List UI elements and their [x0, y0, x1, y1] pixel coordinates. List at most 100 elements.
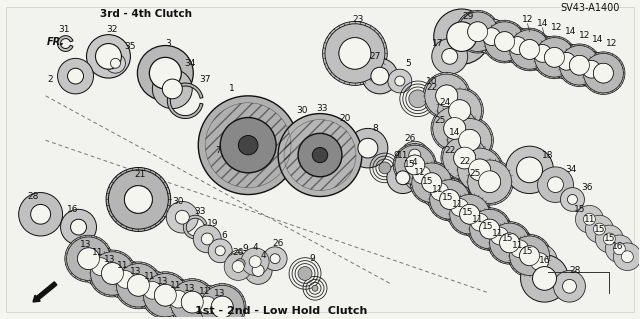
Circle shape	[500, 233, 520, 253]
Text: 15: 15	[502, 234, 513, 243]
Text: 20: 20	[339, 114, 351, 123]
Text: 34: 34	[184, 59, 196, 68]
Circle shape	[95, 44, 122, 69]
Wedge shape	[58, 36, 73, 51]
Circle shape	[409, 90, 427, 108]
Circle shape	[604, 233, 615, 245]
Circle shape	[582, 60, 600, 78]
Circle shape	[584, 213, 595, 225]
Circle shape	[442, 48, 458, 64]
Circle shape	[440, 189, 460, 209]
Circle shape	[466, 158, 513, 205]
Text: 10: 10	[426, 77, 438, 85]
Text: 15: 15	[594, 225, 605, 234]
Circle shape	[470, 209, 509, 249]
Circle shape	[593, 63, 613, 83]
Text: 12: 12	[605, 39, 617, 48]
Circle shape	[138, 46, 193, 101]
Circle shape	[483, 20, 526, 63]
Circle shape	[520, 255, 568, 302]
Text: 33: 33	[195, 207, 206, 216]
Text: 15: 15	[422, 177, 433, 186]
Text: 3: 3	[166, 39, 172, 48]
Circle shape	[595, 225, 623, 253]
Circle shape	[116, 263, 161, 307]
Circle shape	[454, 147, 476, 169]
Circle shape	[516, 157, 543, 183]
Circle shape	[404, 157, 440, 193]
Text: 27: 27	[369, 52, 381, 61]
Circle shape	[461, 204, 498, 240]
Circle shape	[425, 74, 468, 118]
Circle shape	[533, 36, 576, 79]
Circle shape	[198, 96, 298, 195]
Text: 11: 11	[432, 185, 444, 194]
Circle shape	[423, 72, 470, 119]
Circle shape	[448, 193, 492, 236]
Text: 9: 9	[243, 244, 248, 253]
Circle shape	[451, 198, 468, 216]
Circle shape	[143, 281, 161, 299]
Circle shape	[449, 100, 470, 122]
Circle shape	[58, 58, 93, 94]
Circle shape	[412, 163, 452, 203]
Text: 15: 15	[604, 234, 615, 243]
FancyBboxPatch shape	[6, 7, 634, 312]
Text: 13: 13	[80, 240, 92, 249]
Circle shape	[106, 167, 171, 232]
Text: 33: 33	[316, 104, 328, 113]
Text: 23: 23	[352, 15, 364, 24]
Text: 14: 14	[564, 27, 576, 36]
Circle shape	[520, 40, 540, 59]
Circle shape	[525, 36, 561, 71]
Text: 15: 15	[482, 222, 493, 231]
Circle shape	[208, 239, 232, 263]
Circle shape	[211, 296, 233, 318]
Circle shape	[168, 279, 216, 319]
Text: 37: 37	[200, 75, 211, 84]
Text: 16: 16	[612, 242, 623, 251]
Text: 11: 11	[116, 261, 128, 270]
Circle shape	[545, 48, 564, 67]
Circle shape	[270, 254, 280, 263]
Text: 34: 34	[566, 165, 577, 174]
Circle shape	[502, 231, 538, 267]
Circle shape	[244, 257, 272, 284]
Circle shape	[441, 135, 488, 182]
Circle shape	[500, 233, 520, 253]
Circle shape	[554, 271, 586, 302]
Circle shape	[458, 12, 498, 51]
Circle shape	[68, 68, 83, 84]
Circle shape	[198, 296, 216, 314]
Circle shape	[442, 189, 477, 225]
Circle shape	[522, 244, 557, 279]
Text: 14: 14	[449, 128, 460, 137]
Circle shape	[474, 19, 509, 55]
Text: 9: 9	[309, 254, 315, 263]
Circle shape	[312, 285, 318, 291]
Circle shape	[339, 38, 371, 69]
Text: 15: 15	[462, 208, 474, 217]
Circle shape	[348, 129, 388, 168]
Circle shape	[586, 215, 613, 243]
Circle shape	[434, 9, 490, 64]
Circle shape	[482, 218, 518, 254]
Circle shape	[605, 235, 634, 263]
Text: 11: 11	[397, 151, 408, 160]
Circle shape	[200, 285, 244, 319]
Circle shape	[459, 130, 481, 151]
Text: 14: 14	[537, 19, 548, 28]
Text: 29: 29	[462, 12, 474, 21]
Circle shape	[232, 261, 244, 272]
Text: 16: 16	[67, 205, 78, 214]
Text: 16: 16	[539, 256, 550, 265]
Circle shape	[387, 162, 419, 194]
Circle shape	[450, 195, 490, 234]
Circle shape	[593, 223, 605, 235]
Circle shape	[479, 171, 500, 193]
Text: 30: 30	[173, 197, 184, 206]
Circle shape	[570, 56, 589, 75]
Circle shape	[395, 76, 405, 86]
Text: 9: 9	[393, 151, 399, 160]
Circle shape	[428, 178, 471, 221]
